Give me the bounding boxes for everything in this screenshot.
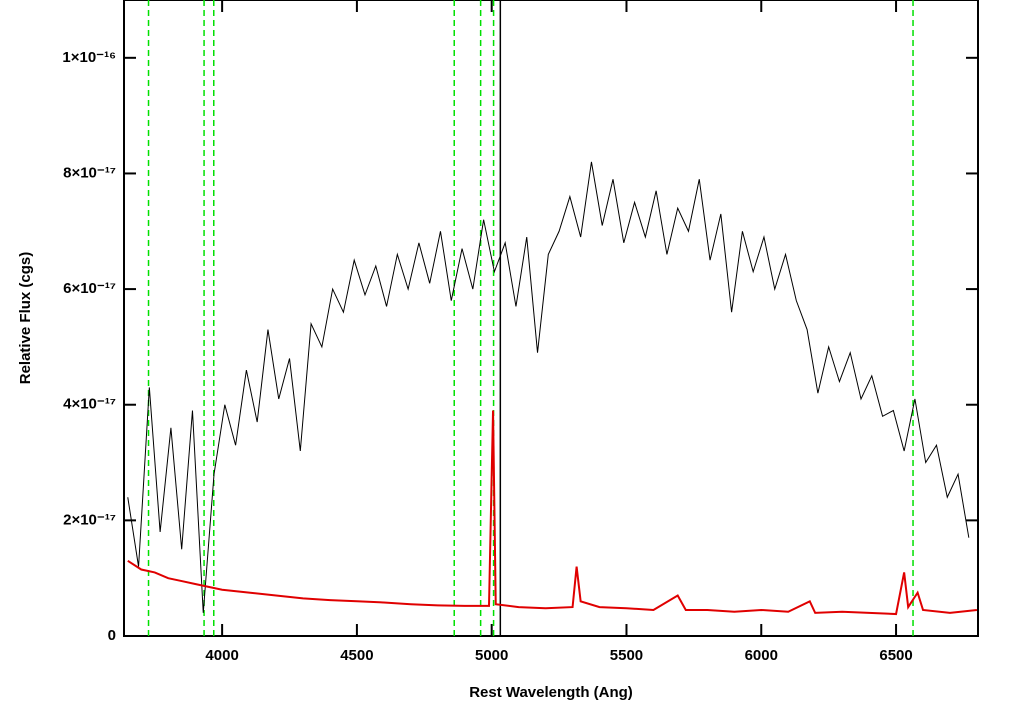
x-tick-label: 4000 [205,647,238,664]
plot-frame [123,0,979,637]
x-tick-label: 5000 [475,647,508,664]
y-tick-label: 1×10⁻¹⁶ [62,49,116,66]
x-tick-label: 6000 [745,647,778,664]
y-tick-label: 6×10⁻¹⁷ [63,280,116,297]
y-axis-label: Relative Flux (cgs) [17,252,34,385]
y-tick-label: 0 [108,627,116,644]
spectrum-line [127,410,978,616]
spectrum-line [127,161,970,613]
y-tick-label: 4×10⁻¹⁷ [63,396,116,413]
y-tick-label: 8×10⁻¹⁷ [63,164,116,181]
x-axis-label: Rest Wavelength (Ang) [469,684,633,701]
x-tick-label: 5500 [610,647,643,664]
y-tick-label: 2×10⁻¹⁷ [63,511,116,528]
x-tick-label: 6500 [879,647,912,664]
x-tick-label: 4500 [340,647,373,664]
